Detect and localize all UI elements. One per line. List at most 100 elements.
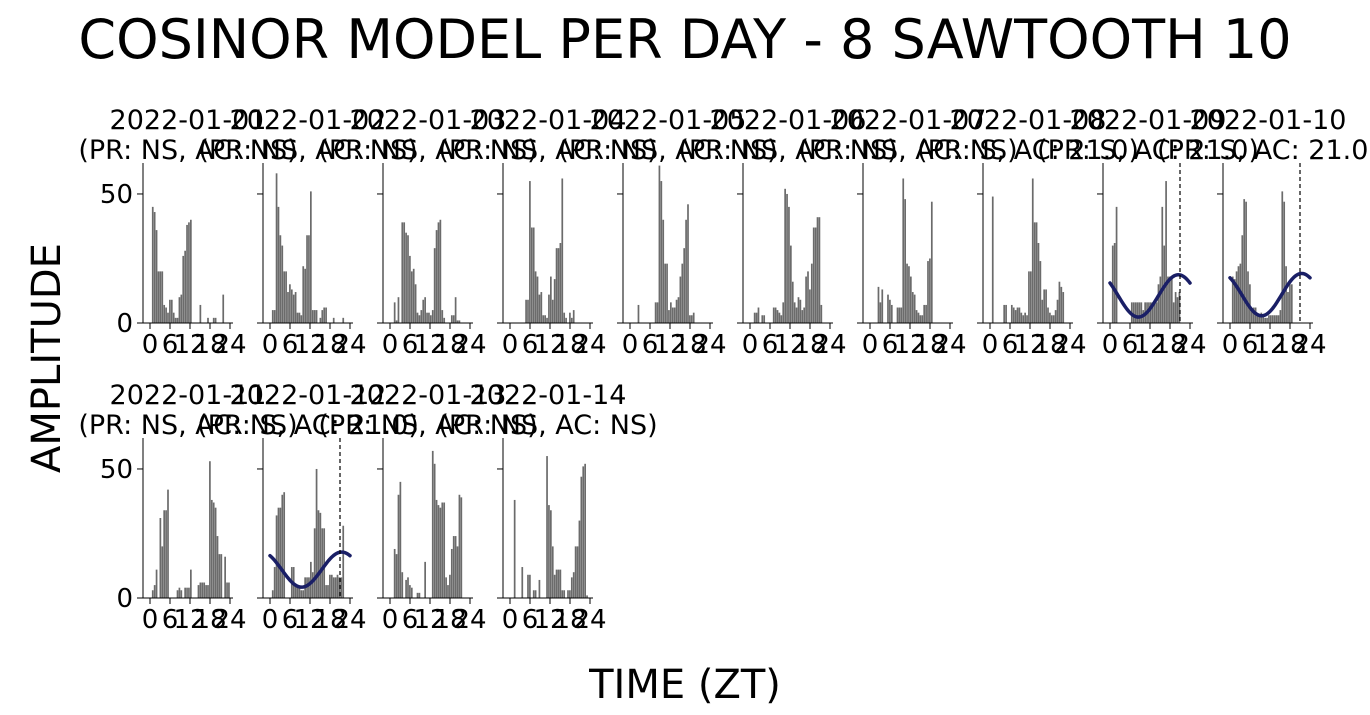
bar bbox=[913, 294, 916, 323]
bar bbox=[753, 312, 756, 323]
bar bbox=[1018, 307, 1021, 323]
x-tick-label: 12 bbox=[293, 605, 326, 635]
x-tick-label: 0 bbox=[142, 330, 159, 360]
bar bbox=[1157, 284, 1160, 323]
bar bbox=[334, 577, 337, 598]
bar bbox=[214, 507, 217, 598]
bar bbox=[1161, 206, 1164, 323]
subplot-subtitle: (PR: NS, AC: NS) bbox=[438, 410, 657, 441]
x-tick-label: 6 bbox=[282, 605, 299, 635]
bar bbox=[1270, 315, 1272, 323]
bar bbox=[553, 279, 556, 323]
bar bbox=[774, 307, 777, 323]
bar bbox=[287, 292, 289, 323]
bar bbox=[908, 266, 910, 323]
x-tick-label: 12 bbox=[893, 330, 926, 360]
bar bbox=[534, 271, 537, 323]
bar bbox=[1003, 304, 1006, 323]
bar bbox=[161, 546, 164, 598]
bar bbox=[458, 494, 461, 598]
bar bbox=[304, 268, 306, 323]
bar bbox=[207, 317, 209, 323]
x-tick-label: 0 bbox=[502, 330, 519, 360]
x-tick-label: 0 bbox=[382, 330, 399, 360]
x-tick-label: 6 bbox=[162, 330, 179, 360]
bar bbox=[319, 512, 322, 598]
x-tick-label: 6 bbox=[402, 605, 419, 635]
bar bbox=[582, 466, 585, 598]
bar bbox=[456, 320, 459, 323]
x-tick-label: 0 bbox=[742, 330, 759, 360]
bar bbox=[153, 212, 156, 323]
subplot-title: 2022-01-08 bbox=[950, 105, 1107, 136]
subplot-title: 2022-01-12 bbox=[230, 380, 387, 411]
bar bbox=[801, 310, 804, 323]
bar bbox=[567, 590, 569, 598]
bar bbox=[1170, 276, 1173, 323]
x-tick-label: 12 bbox=[413, 605, 446, 635]
bar bbox=[439, 219, 442, 323]
bar bbox=[1037, 243, 1040, 323]
bar bbox=[679, 276, 682, 323]
bar bbox=[902, 178, 905, 323]
subplot-subtitle: (PR: S, AC: 21.0) bbox=[1157, 135, 1370, 166]
x-tick-label: 18 bbox=[433, 330, 466, 360]
bar bbox=[1026, 315, 1028, 323]
bar bbox=[315, 310, 318, 323]
bar bbox=[1151, 302, 1154, 323]
bar bbox=[532, 227, 535, 323]
bar bbox=[283, 271, 286, 323]
bar bbox=[405, 579, 407, 598]
bar bbox=[311, 310, 314, 323]
bar bbox=[1279, 310, 1282, 323]
x-tick-label: 12 bbox=[773, 330, 806, 360]
bar bbox=[1041, 299, 1044, 323]
x-tick-label: 24 bbox=[933, 330, 966, 360]
bar bbox=[915, 310, 918, 323]
bar bbox=[445, 577, 447, 598]
bar bbox=[879, 302, 882, 323]
bar bbox=[155, 569, 158, 598]
bar bbox=[1134, 302, 1137, 323]
bar bbox=[315, 468, 318, 598]
bar bbox=[325, 307, 327, 323]
x-tick-label: 0 bbox=[502, 605, 519, 635]
bar bbox=[890, 304, 893, 323]
y-tick-label: 50 bbox=[100, 455, 133, 485]
x-tick-label: 18 bbox=[1153, 330, 1186, 360]
subplot-title: 2022-01-02 bbox=[230, 105, 387, 136]
x-tick-label: 0 bbox=[862, 330, 879, 360]
bar bbox=[1138, 302, 1141, 323]
bar bbox=[637, 304, 640, 323]
bar bbox=[163, 304, 166, 323]
bar bbox=[327, 585, 329, 598]
bar bbox=[180, 294, 183, 323]
bar bbox=[778, 312, 781, 323]
bar bbox=[563, 590, 566, 598]
x-axis-label: TIME (ZT) bbox=[589, 662, 781, 708]
bar bbox=[437, 505, 440, 598]
bar bbox=[580, 476, 583, 598]
bar bbox=[170, 299, 173, 323]
subplot-title: 2022-01-11 bbox=[110, 380, 267, 411]
bar bbox=[1039, 261, 1042, 323]
bar bbox=[290, 289, 293, 323]
subplot-title: 2022-01-07 bbox=[830, 105, 987, 136]
bar bbox=[218, 554, 221, 598]
bar bbox=[1062, 292, 1065, 323]
bar bbox=[441, 502, 444, 598]
bar bbox=[1045, 289, 1047, 323]
x-tick-label: 6 bbox=[402, 330, 419, 360]
bar bbox=[1035, 222, 1038, 323]
y-tick-label: 50 bbox=[100, 180, 133, 210]
bar bbox=[424, 297, 426, 323]
x-tick-label: 6 bbox=[882, 330, 899, 360]
bar bbox=[393, 548, 396, 598]
bar bbox=[271, 310, 274, 323]
bar bbox=[538, 579, 541, 598]
bar bbox=[273, 310, 276, 323]
bar bbox=[428, 312, 430, 323]
